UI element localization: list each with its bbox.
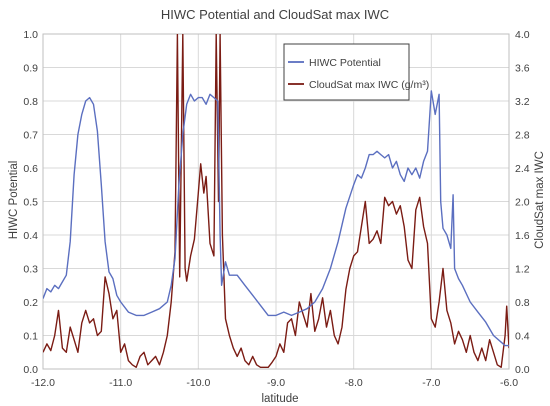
- legend: HIWC Potential CloudSat max IWC (g/m³): [283, 43, 429, 101]
- y-tick-label: 0.2: [23, 297, 38, 309]
- y2-tick-label: 2.4: [515, 163, 530, 175]
- y-tick-label: 0.3: [23, 264, 38, 276]
- y2-tick-label: 1.6: [515, 230, 530, 242]
- y-tick-label: 0.0: [23, 364, 38, 376]
- y2-tick-label: 2.0: [515, 197, 530, 209]
- y-tick-label: 0.5: [23, 197, 38, 209]
- tick-labels: 0.0 0.1 0.2 0.3 0.4 0.5 0.6 0.7 0.8 0.9 1.0 0.0 0.4 0…: [23, 29, 529, 389]
- y2-axis-label: CloudSat max IWC: [534, 151, 546, 249]
- legend-label-hiwc: HIWC Potential: [309, 57, 381, 69]
- y-tick-label: 0.9: [23, 63, 38, 75]
- y2-tick-label: 0.4: [515, 331, 530, 343]
- y2-tick-label: 3.2: [515, 96, 530, 108]
- x-tick-label: -12.0: [31, 377, 55, 389]
- x-tick-label: -11.0: [109, 377, 132, 389]
- x-tick-label: -10.0: [186, 377, 210, 389]
- y2-tick-label: 4.0: [515, 29, 530, 41]
- y2-tick-label: 0.0: [515, 364, 530, 376]
- y-tick-label: 0.8: [23, 96, 38, 108]
- y2-tick-label: 2.8: [515, 130, 530, 142]
- series-line-cloudsat-max-iwc-g-m: [43, 34, 509, 368]
- y-axis-label: HIWC Potential: [8, 161, 20, 240]
- x-tick-label: -7.0: [422, 377, 440, 389]
- y-tick-label: 0.4: [23, 230, 38, 242]
- x-tick-label: -6.0: [500, 377, 518, 389]
- x-tick-label: -9.0: [267, 377, 285, 389]
- y-tick-label: 1.0: [23, 29, 38, 41]
- legend-label-cloudsat: CloudSat max IWC (g/m³): [309, 79, 429, 91]
- y-tick-label: 0.1: [23, 331, 38, 343]
- y2-tick-label: 3.6: [515, 63, 530, 75]
- series-layer: [43, 34, 509, 368]
- y2-tick-label: 0.8: [515, 297, 530, 309]
- y-tick-label: 0.7: [23, 130, 38, 142]
- x-axis-label: latitude: [261, 393, 298, 405]
- chart-title: HIWC Potential and CloudSat max IWC: [161, 7, 389, 22]
- plot-frame: [42, 33, 510, 370]
- series-line-hiwc-potential: [43, 90, 509, 347]
- x-tick-label: -8.0: [345, 377, 363, 389]
- legend-box: [283, 43, 410, 101]
- y2-tick-label: 1.2: [515, 264, 530, 276]
- y-tick-label: 0.6: [23, 163, 38, 175]
